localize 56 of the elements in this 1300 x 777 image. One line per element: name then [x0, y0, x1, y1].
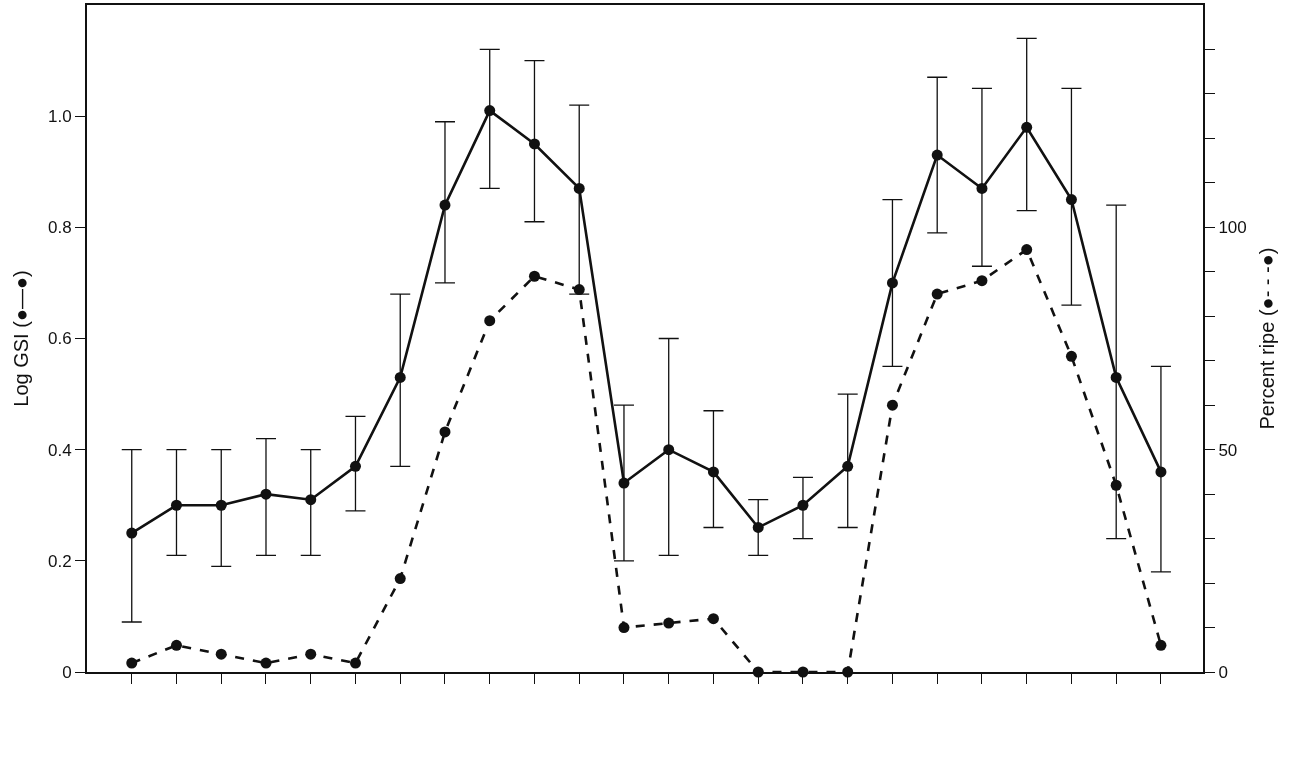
- point: [1155, 466, 1167, 478]
- point: [663, 444, 675, 456]
- point: [215, 648, 227, 660]
- point: [394, 573, 406, 585]
- point: [618, 622, 630, 634]
- point: [931, 288, 943, 300]
- y2-tick-label: 0: [1218, 662, 1228, 682]
- point: [931, 149, 943, 161]
- y-axis-title: Log GSI (●—●): [9, 270, 32, 407]
- point: [618, 477, 630, 489]
- point: [707, 613, 719, 625]
- point: [305, 648, 317, 660]
- point: [663, 617, 675, 629]
- point: [484, 315, 496, 327]
- point: [439, 426, 451, 438]
- point: [797, 499, 809, 511]
- point: [215, 499, 227, 511]
- point: [439, 199, 451, 211]
- point: [752, 521, 764, 533]
- point: [1110, 371, 1122, 383]
- point: [976, 182, 988, 194]
- point: [1065, 194, 1077, 206]
- y2-tick-label: 50: [1218, 440, 1238, 460]
- point: [260, 488, 272, 500]
- point: [170, 639, 182, 651]
- y-tick-label: 0.6: [47, 329, 72, 349]
- point: [1155, 639, 1167, 651]
- y-tick-label: 1.0: [47, 107, 72, 127]
- point: [573, 182, 585, 194]
- y-tick-label: 0.4: [47, 440, 72, 460]
- point: [1065, 350, 1077, 362]
- y-tick-label: 0: [62, 662, 72, 682]
- point: [126, 527, 138, 539]
- point: [170, 499, 182, 511]
- point: [842, 460, 854, 472]
- point: [1021, 244, 1033, 256]
- point: [707, 466, 719, 478]
- point: [126, 657, 138, 669]
- point: [528, 270, 540, 282]
- point: [1110, 479, 1122, 491]
- point: [976, 275, 988, 287]
- y2-axis-title: Percent ripe (●- - -●): [1255, 247, 1278, 430]
- point: [573, 284, 585, 296]
- point: [349, 657, 361, 669]
- point: [394, 371, 406, 383]
- y-tick-label: 0.8: [47, 218, 72, 238]
- point: [1021, 121, 1033, 133]
- point: [484, 105, 496, 117]
- point: [886, 277, 898, 289]
- point: [260, 657, 272, 669]
- y2-tick-label: 100: [1218, 218, 1247, 238]
- point: [886, 399, 898, 411]
- y-tick-label: 0.2: [47, 551, 72, 571]
- point: [349, 460, 361, 472]
- point: [305, 494, 317, 506]
- point: [528, 138, 540, 150]
